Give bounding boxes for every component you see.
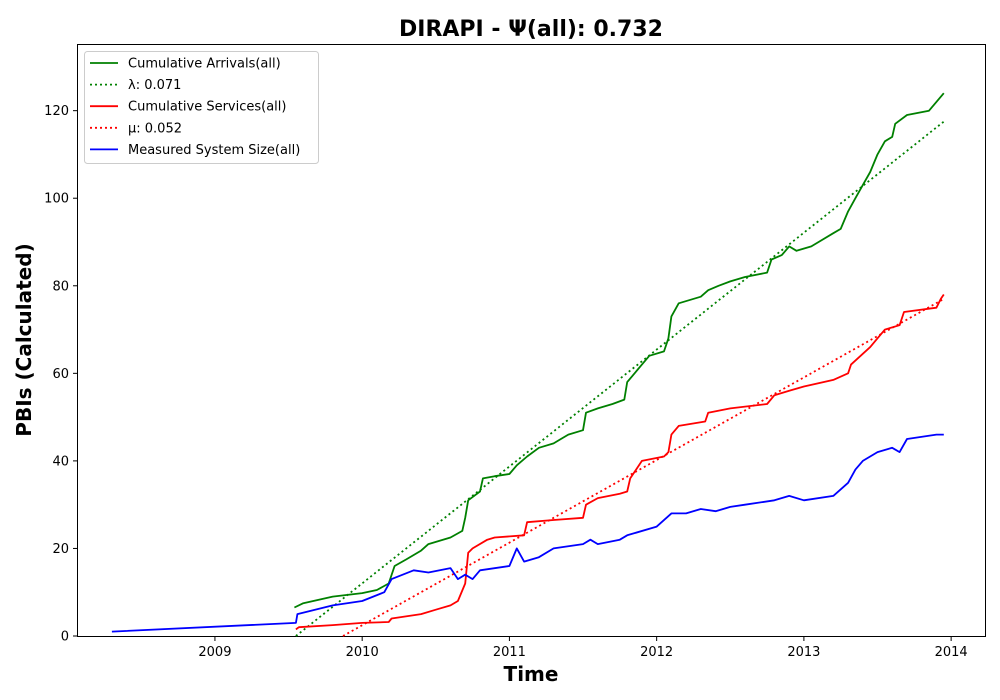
chart-title: DIRAPI - Ψ(all): 0.732 bbox=[399, 17, 663, 42]
x-tick-label: 2014 bbox=[935, 645, 968, 660]
legend-label: Cumulative Services(all) bbox=[128, 100, 286, 115]
legend-label: μ: 0.052 bbox=[128, 121, 182, 136]
y-axis-label: PBIs (Calculated) bbox=[12, 243, 36, 436]
y-tick-label: 100 bbox=[44, 192, 69, 207]
x-axis-label: Time bbox=[504, 662, 559, 686]
series-line-cumulative-services-all bbox=[295, 293, 945, 631]
y-tick-label: 120 bbox=[44, 104, 69, 119]
legend: Cumulative Arrivals(all) λ: 0.071 Cumulati… bbox=[84, 51, 319, 164]
y-axis: 0 20 40 60 80 100 120 bbox=[44, 104, 78, 645]
x-tick-label: 2009 bbox=[198, 645, 231, 660]
series-layer bbox=[111, 92, 945, 637]
y-tick-label: 60 bbox=[52, 367, 69, 382]
x-tick-label: 2012 bbox=[640, 645, 673, 660]
legend-label: Cumulative Arrivals(all) bbox=[128, 57, 281, 72]
series-line-cumulative-arrivals-all bbox=[294, 92, 945, 609]
legend-label: λ: 0.071 bbox=[128, 78, 181, 93]
plot-area bbox=[77, 44, 986, 637]
x-axis: 2009 2010 2011 2012 2013 2014 bbox=[198, 636, 968, 660]
legend-box bbox=[84, 51, 319, 164]
y-tick-label: 0 bbox=[61, 630, 69, 645]
y-tick-label: 20 bbox=[52, 542, 69, 557]
x-tick-label: 2010 bbox=[346, 645, 379, 660]
legend-label: Measured System Size(all) bbox=[128, 143, 300, 158]
series-line-0-071 bbox=[295, 120, 945, 637]
y-tick-label: 80 bbox=[52, 279, 69, 294]
x-tick-label: 2011 bbox=[493, 645, 526, 660]
y-tick-label: 40 bbox=[52, 454, 69, 469]
series-line-measured-system-size-all bbox=[111, 433, 944, 633]
x-tick-label: 2013 bbox=[787, 645, 820, 660]
series-line-0-052 bbox=[342, 298, 945, 637]
